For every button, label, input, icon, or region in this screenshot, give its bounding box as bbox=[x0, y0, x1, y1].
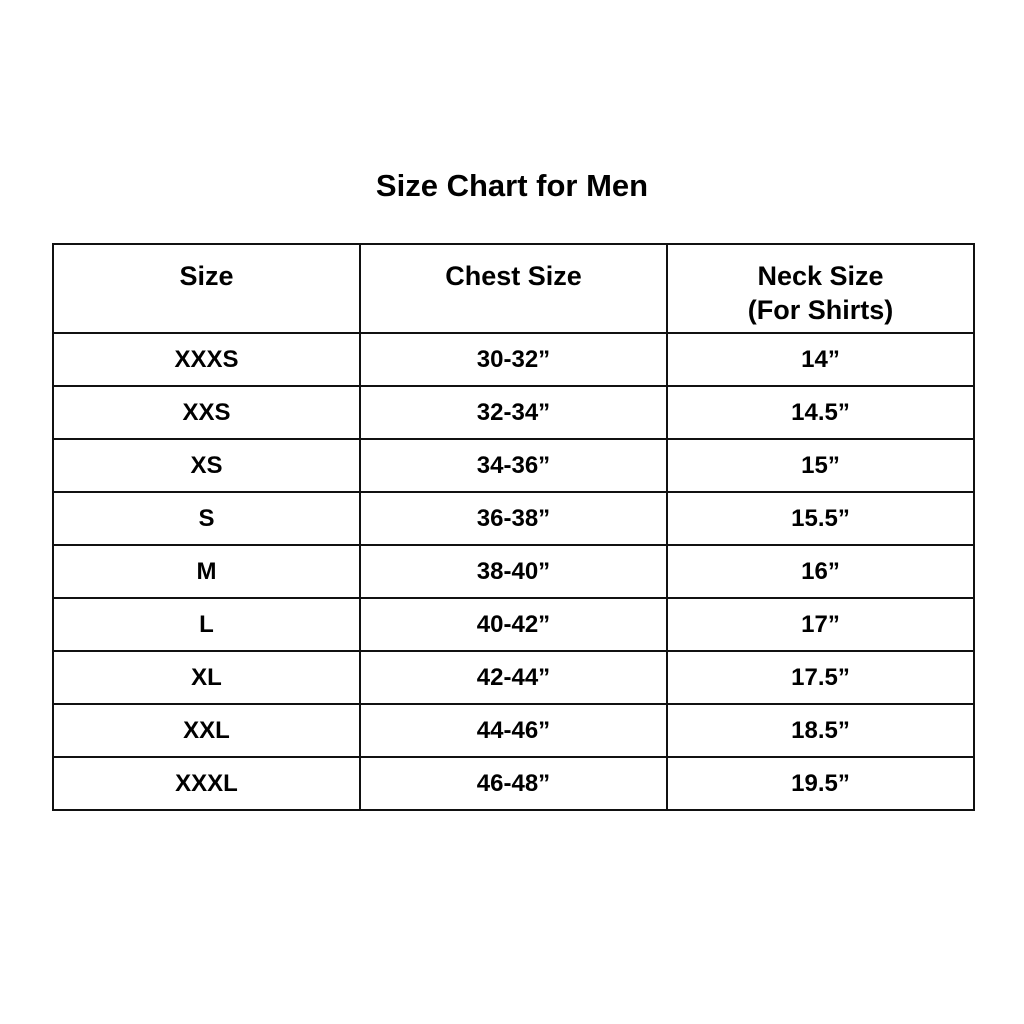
neck-size-cell: 17.5” bbox=[666, 650, 975, 705]
table-row: L 40-42” 17” bbox=[52, 597, 975, 652]
chest-size-cell: 38-40” bbox=[359, 544, 668, 599]
chest-size-cell: 36-38” bbox=[359, 491, 668, 546]
table-row: XXXL 46-48” 19.5” bbox=[52, 756, 975, 811]
header-neck-size-note: (For Shirts) bbox=[747, 295, 894, 325]
header-neck-size: Neck Size (For Shirts) bbox=[666, 243, 975, 334]
neck-size-cell: 19.5” bbox=[666, 756, 975, 811]
chest-size-cell: 40-42” bbox=[359, 597, 668, 652]
table-row: M 38-40” 16” bbox=[52, 544, 975, 599]
chest-size-cell: 34-36” bbox=[359, 438, 668, 493]
table-row: S 36-38” 15.5” bbox=[52, 491, 975, 546]
size-chart-table: Size Chest Size Neck Size (For Shirts) X… bbox=[52, 243, 975, 811]
header-chest-size: Chest Size bbox=[359, 243, 668, 334]
size-cell: XL bbox=[52, 650, 361, 705]
chest-size-cell: 44-46” bbox=[359, 703, 668, 758]
table-row: XXXS 30-32” 14” bbox=[52, 332, 975, 387]
size-cell: S bbox=[52, 491, 361, 546]
table-row: XL 42-44” 17.5” bbox=[52, 650, 975, 705]
size-cell: M bbox=[52, 544, 361, 599]
size-cell: XS bbox=[52, 438, 361, 493]
page-title: Size Chart for Men bbox=[375, 168, 649, 203]
header-size: Size bbox=[52, 243, 361, 334]
neck-size-cell: 17” bbox=[666, 597, 975, 652]
neck-size-cell: 15.5” bbox=[666, 491, 975, 546]
table-row: XS 34-36” 15” bbox=[52, 438, 975, 493]
header-row: Size Chest Size Neck Size (For Shirts) bbox=[52, 243, 975, 334]
neck-size-cell: 15” bbox=[666, 438, 975, 493]
size-cell: L bbox=[52, 597, 361, 652]
neck-size-cell: 16” bbox=[666, 544, 975, 599]
chest-size-cell: 30-32” bbox=[359, 332, 668, 387]
neck-size-cell: 14.5” bbox=[666, 385, 975, 440]
size-cell: XXXL bbox=[52, 756, 361, 811]
header-neck-size-label: Neck Size bbox=[757, 261, 884, 291]
table-row: XXS 32-34” 14.5” bbox=[52, 385, 975, 440]
chest-size-cell: 46-48” bbox=[359, 756, 668, 811]
chest-size-cell: 32-34” bbox=[359, 385, 668, 440]
neck-size-cell: 14” bbox=[666, 332, 975, 387]
size-cell: XXS bbox=[52, 385, 361, 440]
neck-size-cell: 18.5” bbox=[666, 703, 975, 758]
size-cell: XXXS bbox=[52, 332, 361, 387]
table-row: XXL 44-46” 18.5” bbox=[52, 703, 975, 758]
chest-size-cell: 42-44” bbox=[359, 650, 668, 705]
size-cell: XXL bbox=[52, 703, 361, 758]
